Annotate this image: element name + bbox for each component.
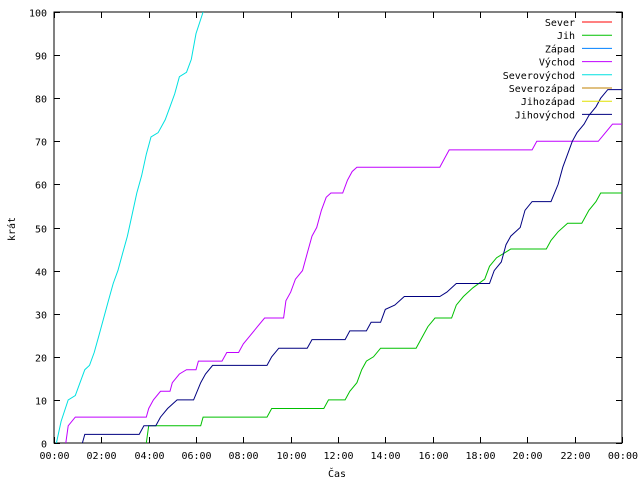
x-tick-label: 20:00	[512, 451, 542, 462]
y-tick-label: 100	[29, 9, 47, 20]
y-tick-label: 0	[41, 440, 47, 451]
y-tick-label: 30	[35, 311, 47, 322]
x-tick-label: 14:00	[370, 451, 400, 462]
x-tick-label: 04:00	[134, 451, 164, 462]
legend-label: Severozápad	[509, 83, 575, 95]
legend-label: Východ	[539, 57, 575, 69]
series-line-východ	[65, 123, 622, 444]
y-tick-label: 60	[35, 181, 47, 192]
legend-label: Jihovýchod	[515, 109, 575, 121]
legend-label: Jihozápad	[521, 96, 575, 108]
x-tick-label: 18:00	[465, 451, 495, 462]
y-tick-label: 20	[35, 354, 47, 365]
x-tick-label: 12:00	[323, 451, 353, 462]
x-tick-label: 02:00	[86, 451, 116, 462]
x-axis: 00:00 02:00 04:00 06:00 08:00 10:00 12:00 14:00…	[39, 12, 638, 462]
y-tick-label: 40	[35, 268, 47, 279]
x-tick-label: 00:00	[39, 451, 69, 462]
y-tick-label: 70	[35, 138, 47, 149]
x-axis-label: Čas	[328, 467, 346, 480]
series-line-severovýchod	[55, 11, 204, 444]
y-tick-label: 10	[35, 397, 47, 408]
y-tick-label: 50	[35, 225, 47, 236]
y-tick-label: 80	[35, 95, 47, 106]
legend-label: Severovýchod	[503, 70, 575, 82]
y-tick-label: 90	[35, 52, 47, 63]
series-line-jih	[145, 192, 622, 444]
series-lines	[55, 11, 622, 444]
x-tick-label: 06:00	[181, 451, 211, 462]
y-axis-label: krát	[6, 217, 18, 241]
x-tick-label: 00:00	[608, 451, 638, 462]
legend-label: Sever	[545, 18, 575, 29]
legend-label: Západ	[545, 43, 575, 55]
x-tick-label: 22:00	[560, 451, 590, 462]
x-tick-label: 16:00	[418, 451, 448, 462]
x-tick-label: 08:00	[228, 451, 258, 462]
y-axis: 0 10 20 30 40 50 60 70 80 90 100	[29, 9, 622, 451]
x-tick-label: 10:00	[276, 451, 306, 462]
legend-label: Jih	[557, 31, 575, 42]
series-line-jihovýchod	[81, 89, 622, 444]
